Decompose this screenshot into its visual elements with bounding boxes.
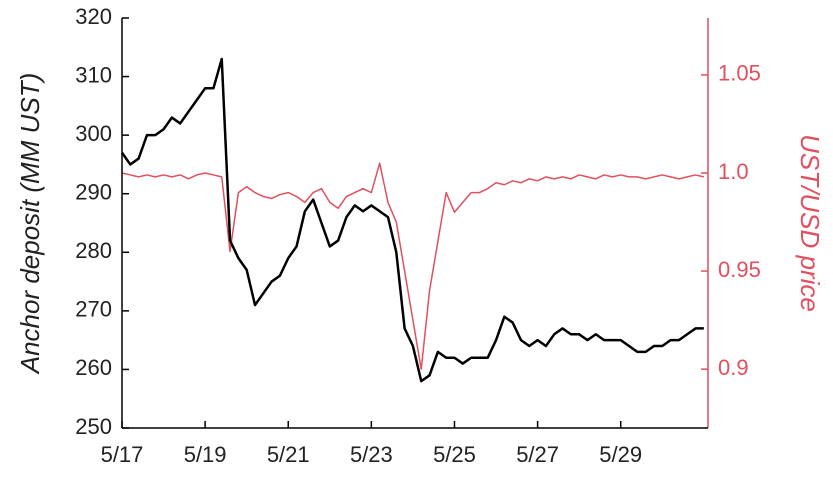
y2-tick-label: 0.95 xyxy=(718,257,761,282)
y2-tick-label: 1.0 xyxy=(718,159,749,184)
y-tick-label: 260 xyxy=(75,355,112,380)
y-tick-label: 320 xyxy=(75,4,112,29)
x-tick-label: 5/27 xyxy=(516,442,559,467)
y2-tick-label: 1.05 xyxy=(718,61,761,86)
series-line xyxy=(120,57,704,383)
y-tick-label: 300 xyxy=(75,121,112,146)
x-tick-label: 5/19 xyxy=(184,442,227,467)
x-tick-label: 5/23 xyxy=(350,442,393,467)
y2-tick-label: 0.9 xyxy=(718,355,749,380)
y-tick-label: 250 xyxy=(75,414,112,439)
y-tick-label: 310 xyxy=(75,62,112,87)
x-tick-label: 5/21 xyxy=(267,442,310,467)
series-line xyxy=(121,162,705,370)
y-tick-label: 270 xyxy=(75,297,112,322)
y-axis-title: Anchor deposit (MM UST) xyxy=(15,73,45,376)
y-tick-label: 280 xyxy=(75,238,112,263)
x-tick-label: 5/17 xyxy=(101,442,144,467)
x-tick-label: 5/25 xyxy=(433,442,476,467)
y-tick-label: 290 xyxy=(75,180,112,205)
x-tick-label: 5/29 xyxy=(599,442,642,467)
y2-axis-title: UST/USD price xyxy=(795,134,825,312)
